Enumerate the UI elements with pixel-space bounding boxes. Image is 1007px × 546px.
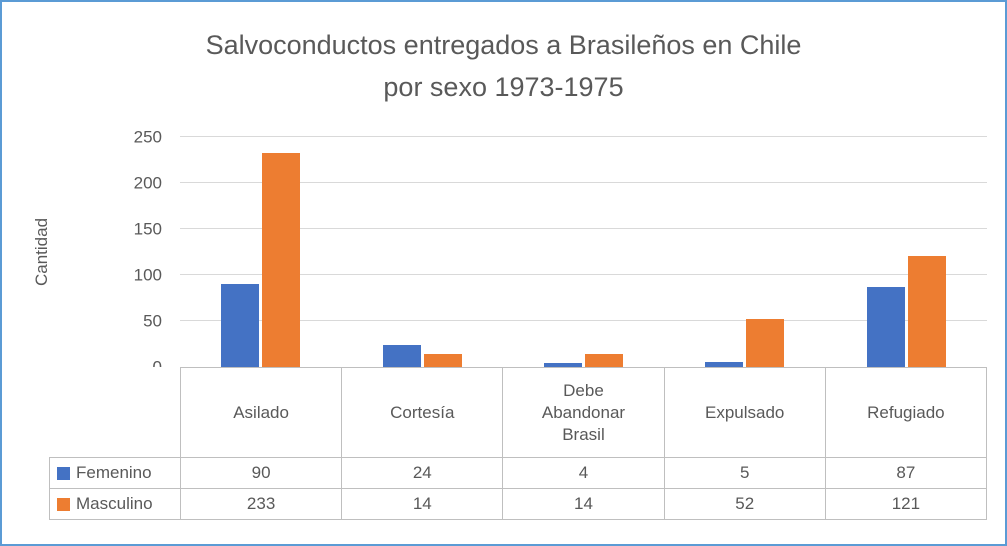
category-label-cell: Expulsado [663,367,825,457]
bar-group [503,137,664,367]
y-axis-title: Cantidad [32,217,51,287]
y-tick-label: 50 [143,311,162,331]
value-cell: 233 [180,488,342,519]
value-cell: 90 [180,457,342,488]
bar-femenino [544,363,583,367]
gridline [180,182,987,183]
category-label-cell: Asilado [180,367,342,457]
data-table: Asilado Cortesía Debe Abandonar Brasil Expu… [49,367,987,520]
value-cell: 24 [341,457,503,488]
bar-femenino [705,362,744,367]
bar-group [180,137,341,367]
bar-femenino [221,284,260,367]
gridline [180,228,987,229]
legend-cell-masculino: Masculino [49,488,180,519]
chart-title: Salvoconductos entregados a Brasileños e… [2,24,1005,108]
category-label-cell: Refugiado [824,367,986,457]
bar-masculino [262,152,301,367]
bar-femenino [866,286,905,367]
category-label-cell: Debe Abandonar Brasil [502,367,664,457]
legend-label: Femenino [76,463,152,482]
gridline [180,274,987,275]
value-cell: 14 [341,488,503,519]
plot-area [180,136,987,367]
category-label: Refugiado [867,402,945,422]
legend-swatch [57,466,70,480]
y-tick-label: 250 [133,127,162,147]
chart-title-line-1: Salvoconductos entregados a Brasileños e… [205,30,802,60]
y-tick-label: 150 [133,219,162,239]
legend-label: Masculino [76,494,153,513]
gridlines [180,136,987,367]
gridline [180,136,987,137]
category-label: Cortesía [390,402,455,422]
y-tick-label: 100 [133,265,162,285]
gridline [180,320,987,321]
bar-femenino [382,344,421,367]
bar-masculino [585,354,624,367]
legend-swatch [57,497,70,511]
y-tick-label: 200 [133,173,162,193]
table-corner-cell [49,367,180,457]
category-label: Asilado [233,402,289,422]
bar-group [826,137,987,367]
legend-cell-femenino: Femenino [49,457,180,488]
bar-masculino [423,354,462,367]
bar-masculino [746,319,785,367]
value-cell: 4 [502,457,664,488]
bars [180,137,987,367]
value-cell: 14 [502,488,664,519]
category-label-cell: Cortesía [341,367,503,457]
value-cell: 5 [663,457,825,488]
bar-masculino [907,255,946,367]
value-cell: 52 [663,488,825,519]
value-cell: 121 [824,488,986,519]
category-label: Expulsado [705,402,785,422]
bar-group [664,137,825,367]
category-label: Debe Abandonar Brasil [541,380,626,444]
chart-title-line-2: por sexo 1973-1975 [383,72,624,102]
y-axis-ticks: 050100150200250 [62,129,162,376]
bar-group [341,137,502,367]
value-cell: 87 [824,457,986,488]
